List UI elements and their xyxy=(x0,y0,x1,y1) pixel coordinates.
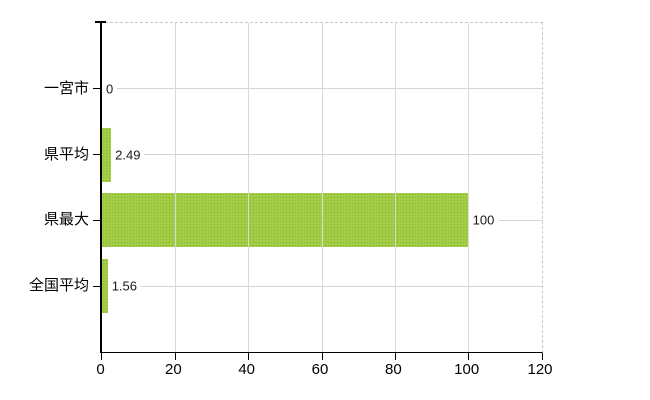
category-label: 全国平均 xyxy=(28,277,89,295)
gridline-horizontal xyxy=(140,285,542,287)
x-axis-tick xyxy=(541,353,543,360)
x-tick-label: 60 xyxy=(311,361,329,378)
x-tick-label: 0 xyxy=(96,361,105,378)
gridline-horizontal xyxy=(498,219,542,221)
gridline-vertical xyxy=(468,23,470,352)
x-axis-tick xyxy=(248,353,250,360)
x-axis-tick xyxy=(394,353,396,360)
category-label: 一宮市 xyxy=(43,79,89,97)
category-label: 県平均 xyxy=(43,145,89,163)
y-axis-tick xyxy=(93,285,102,287)
x-tick-label: 40 xyxy=(238,361,255,378)
category-label: 県最大 xyxy=(43,211,89,229)
bar xyxy=(102,259,108,314)
bar-value-label: 2.49 xyxy=(114,147,142,163)
bar-value-label: 100 xyxy=(471,212,496,228)
x-axis-tick xyxy=(468,353,470,360)
x-tick-label: 80 xyxy=(384,361,402,378)
y-axis-top-tick xyxy=(95,21,106,23)
x-tick-label: 100 xyxy=(454,361,480,378)
bar xyxy=(102,193,469,248)
bar-value-label: 1.56 xyxy=(110,278,139,294)
gridline-horizontal xyxy=(117,88,542,90)
x-tick-label: 20 xyxy=(164,361,182,378)
x-tick-label: 120 xyxy=(527,361,553,378)
x-axis-tick xyxy=(101,353,102,360)
x-axis-tick xyxy=(174,353,176,360)
gridline-vertical xyxy=(248,23,250,352)
bar xyxy=(102,127,112,182)
x-axis-tick xyxy=(321,353,323,360)
gridline-horizontal xyxy=(144,154,542,156)
y-axis-tick xyxy=(93,88,102,90)
gridline-vertical xyxy=(174,23,176,352)
gridline-vertical xyxy=(321,23,323,352)
gridline-vertical xyxy=(394,23,396,352)
plot-area: 0 2.49 100 1.56 xyxy=(93,21,543,360)
bar-value-label: 0 xyxy=(105,81,115,97)
y-axis-tick xyxy=(93,154,102,156)
y-axis-tick xyxy=(93,219,102,221)
